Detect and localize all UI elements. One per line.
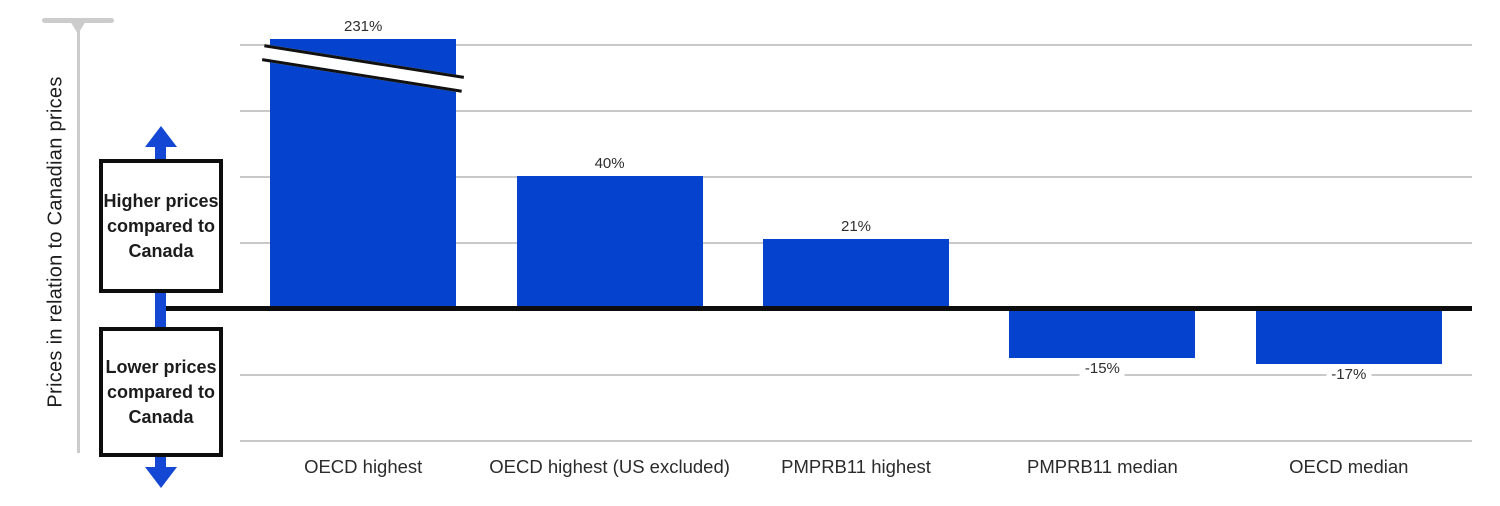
- lower-prices-box: Lower prices compared to Canada: [99, 327, 223, 457]
- category-label: OECD highest (US excluded): [489, 456, 730, 477]
- bar-value-label: -15%: [1079, 359, 1125, 377]
- arrow-up-icon: [145, 126, 177, 147]
- category-label: OECD highest: [304, 456, 423, 477]
- higher-prices-label: Higher prices compared to Canada: [103, 190, 219, 261]
- bar: [516, 176, 703, 311]
- bar: [1009, 308, 1196, 358]
- y-axis-line: [77, 20, 80, 453]
- bar-value-label: 21%: [835, 217, 877, 235]
- bar: [1255, 308, 1442, 365]
- gridline--20: [240, 374, 1472, 376]
- category-label: OECD median: [1289, 456, 1409, 477]
- category-label: PMPRB11 median: [1026, 456, 1178, 477]
- y-axis-title: Prices in relation to Canadian prices: [44, 76, 67, 408]
- lower-prices-label: Lower prices compared to Canada: [105, 356, 217, 427]
- direction-arrow-shaft: [155, 145, 166, 470]
- bar-value-label: -17%: [1326, 366, 1372, 384]
- bar: [763, 238, 949, 311]
- category-label: PMPRB11 highest: [781, 456, 931, 477]
- gridline-40: [240, 176, 1472, 178]
- arrow-down-icon: [145, 467, 177, 488]
- zero-baseline: [161, 306, 1472, 311]
- gridline-60: [240, 110, 1472, 112]
- gridline--40: [240, 440, 1472, 442]
- higher-prices-box: Higher prices compared to Canada: [99, 159, 223, 293]
- bar-value-label: 231%: [339, 18, 388, 35]
- bar-value-label: 40%: [589, 155, 630, 172]
- gridline-80: [240, 44, 1472, 46]
